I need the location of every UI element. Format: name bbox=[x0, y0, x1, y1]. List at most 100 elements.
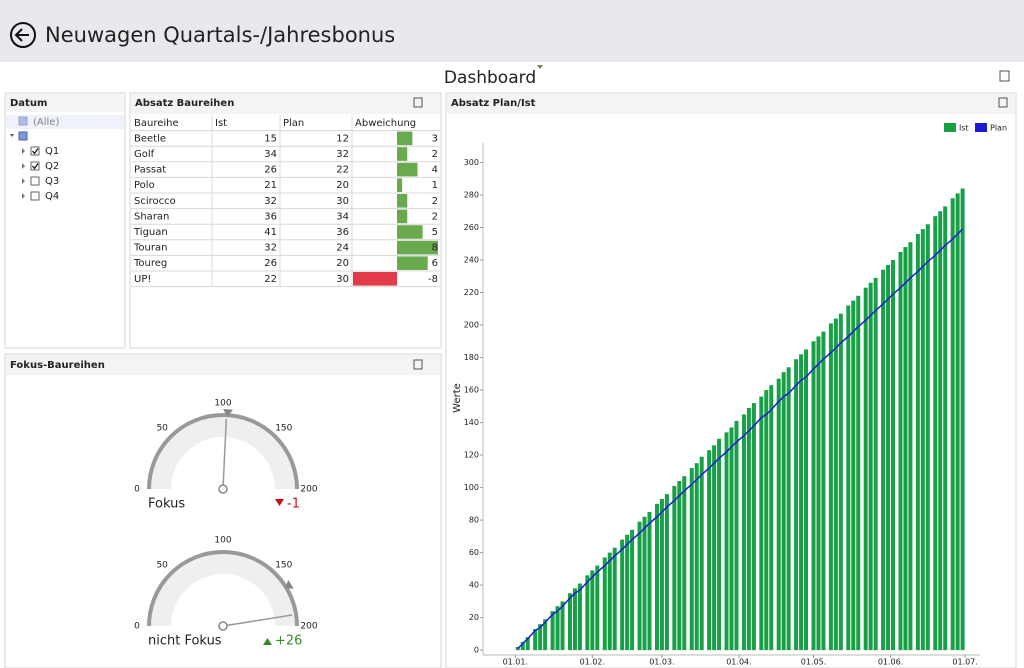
bar bbox=[846, 305, 851, 651]
table-cell: Golf bbox=[134, 149, 155, 160]
back-button[interactable] bbox=[10, 22, 36, 48]
bar bbox=[769, 385, 774, 651]
export-icon[interactable] bbox=[999, 70, 1010, 82]
deviation-bar bbox=[397, 147, 408, 161]
legend-label: Plan bbox=[990, 124, 1007, 133]
bar bbox=[908, 242, 913, 651]
gauge-tick-label: 50 bbox=[156, 561, 168, 571]
bar bbox=[881, 269, 886, 651]
x-tick-label: 01.07. bbox=[952, 658, 977, 667]
check-mark bbox=[31, 148, 39, 155]
bar bbox=[960, 188, 965, 651]
table-cell: 26 bbox=[264, 258, 277, 269]
table-cell: 34 bbox=[264, 149, 277, 160]
x-tick-label: 01.01. bbox=[503, 658, 528, 667]
bar bbox=[543, 619, 548, 651]
tree-item: Q4 bbox=[45, 191, 59, 202]
bar bbox=[642, 516, 647, 651]
table-cell: Tiguan bbox=[133, 227, 168, 238]
x-tick-label: 01.04. bbox=[726, 658, 751, 667]
panel-header bbox=[6, 355, 440, 375]
gauge-label: nicht Fokus bbox=[148, 634, 222, 649]
table-cell: 30 bbox=[336, 196, 349, 207]
bar bbox=[602, 557, 607, 651]
tree-item: Q2 bbox=[45, 161, 59, 172]
bar bbox=[764, 390, 769, 651]
gauge-tick-label: 150 bbox=[275, 424, 292, 434]
table-cell: Polo bbox=[134, 180, 155, 191]
panel-title: Datum bbox=[10, 98, 47, 109]
gauge-delta: -1 bbox=[287, 497, 300, 512]
gauge-tick-label: 150 bbox=[275, 561, 292, 571]
table-cell: 2 bbox=[432, 149, 438, 160]
table-cell: 36 bbox=[336, 227, 349, 238]
bar bbox=[694, 463, 699, 651]
bar bbox=[590, 570, 595, 651]
table-cell: 8 bbox=[432, 243, 438, 254]
bar bbox=[833, 318, 838, 651]
table-header: Abweichung bbox=[355, 118, 416, 129]
bar bbox=[717, 438, 722, 651]
y-tick-label: 180 bbox=[464, 353, 479, 362]
table-cell: 24 bbox=[336, 243, 349, 254]
tree-expander bbox=[10, 134, 14, 137]
deviation-bar bbox=[397, 131, 413, 146]
bar bbox=[886, 264, 891, 651]
gauge-band bbox=[151, 417, 295, 489]
bar bbox=[821, 331, 826, 651]
bar bbox=[520, 641, 525, 651]
tree-expander bbox=[22, 178, 25, 184]
bar bbox=[620, 539, 625, 651]
y-tick-label: 20 bbox=[469, 613, 479, 622]
table-cell: 32 bbox=[264, 196, 277, 207]
deviation-bar bbox=[397, 209, 408, 224]
bar bbox=[786, 367, 791, 651]
table-cell: 15 bbox=[264, 133, 277, 144]
export-icon[interactable] bbox=[413, 359, 423, 370]
table-cell: 1 bbox=[432, 180, 438, 191]
gauge-tick-label: 50 bbox=[156, 424, 168, 434]
y-tick-label: 300 bbox=[464, 158, 479, 167]
bar bbox=[873, 277, 878, 651]
y-tick-label: 60 bbox=[469, 548, 479, 557]
y-axis-label: Werte bbox=[452, 383, 463, 413]
bar bbox=[903, 247, 908, 651]
bar bbox=[915, 234, 920, 651]
gauge-arc bbox=[147, 413, 299, 490]
x-tick-label: 01.05. bbox=[801, 658, 826, 667]
export-icon[interactable] bbox=[998, 97, 1008, 108]
table-cell: 32 bbox=[336, 149, 349, 160]
export-icon[interactable] bbox=[413, 97, 423, 108]
legend-swatch bbox=[944, 123, 956, 132]
y-tick-label: 240 bbox=[464, 256, 479, 265]
table-cell: 34 bbox=[336, 211, 349, 222]
bar bbox=[751, 403, 756, 651]
panel-header bbox=[131, 94, 440, 114]
bar bbox=[950, 198, 955, 651]
bar bbox=[637, 521, 642, 651]
bar bbox=[630, 529, 635, 651]
bar bbox=[891, 260, 896, 651]
header-bar bbox=[0, 0, 1024, 62]
bar bbox=[746, 407, 751, 651]
panel-header bbox=[447, 94, 1015, 114]
bar bbox=[682, 476, 687, 651]
table-cell: 20 bbox=[336, 180, 349, 191]
table-header: Ist bbox=[215, 118, 227, 129]
table-cell: 30 bbox=[336, 274, 349, 285]
bar bbox=[664, 494, 669, 651]
bar bbox=[555, 606, 560, 651]
bar bbox=[794, 359, 799, 651]
y-tick-label: 0 bbox=[474, 646, 479, 655]
tree-checkbox bbox=[30, 161, 40, 171]
table-cell: 20 bbox=[336, 258, 349, 269]
deviation-bar bbox=[353, 272, 397, 286]
bar bbox=[654, 503, 659, 651]
bar bbox=[707, 450, 712, 651]
y-tick-label: 140 bbox=[464, 418, 479, 427]
table-cell: 5 bbox=[432, 227, 438, 238]
dashboard-title: Dashboard bbox=[444, 68, 536, 88]
bar bbox=[816, 336, 821, 651]
bar bbox=[759, 396, 764, 651]
x-tick-label: 01.03. bbox=[649, 658, 674, 667]
